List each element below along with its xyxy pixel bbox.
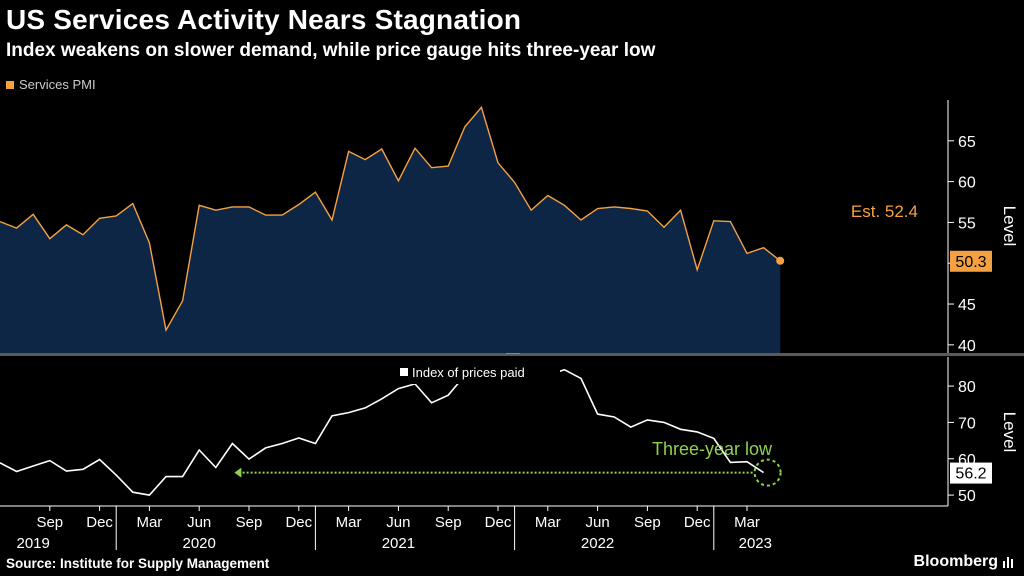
pmi-y-tick-label: 60	[958, 175, 976, 192]
prices-y-axis-label: Level	[1000, 412, 1019, 453]
prices-y-tick-label: 80	[958, 379, 976, 396]
x-tick-label: Mar	[136, 514, 162, 531]
pmi-y-tick-label: 40	[958, 338, 976, 355]
pmi-y-tick-label: 65	[958, 134, 976, 151]
prices-y-tick-label: 70	[958, 415, 976, 432]
x-tick-label: Dec	[485, 514, 512, 531]
x-tick-label: Dec	[86, 514, 113, 531]
legend-label-pmi: Services PMI	[19, 77, 96, 92]
three-year-low-label: Three-year low	[652, 439, 773, 459]
pmi-y-tick-label: 50	[958, 256, 976, 273]
pmi-y-tick-label: 45	[958, 297, 976, 314]
x-tick-label: Sep	[634, 514, 661, 531]
x-year-label: 2020	[183, 535, 216, 552]
prices-last-value: 56.2	[955, 466, 986, 483]
panel-separator	[0, 353, 1024, 356]
x-tick-label: Jun	[187, 514, 211, 531]
services-pmi-panel: 40 45 50 55 60 65 Level 50.3 Est. 52.4	[0, 100, 1024, 356]
x-tick-label: Dec	[684, 514, 711, 531]
x-tick-label: Jun	[586, 514, 610, 531]
x-tick-label: Sep	[236, 514, 263, 531]
pmi-y-axis-label: Level	[1000, 206, 1019, 247]
three-year-low-circle	[753, 458, 782, 487]
prices-y-tick-label: 60	[958, 452, 976, 469]
prices-paid-panel: Index of prices paid 50 60 70 80 Level 56.2 Thr…	[0, 357, 1019, 506]
x-year-label: 2022	[581, 535, 614, 552]
pmi-last-badge	[950, 250, 992, 272]
x-tick-label: Sep	[435, 514, 462, 531]
panel-resize-handle	[506, 352, 520, 354]
x-tick-label: Mar	[336, 514, 362, 531]
pmi-estimate-label: Est. 52.4	[851, 202, 918, 221]
brand-label: Bloomberg	[913, 553, 998, 570]
pmi-area	[0, 107, 781, 353]
x-year-label: 2021	[382, 535, 415, 552]
pmi-last-value: 50.3	[955, 254, 986, 271]
chart-subtitle: Index weakens on slower demand, while pr…	[6, 40, 656, 61]
chart-title: US Services Activity Nears Stagnation	[6, 4, 522, 35]
x-tick-label: Mar	[535, 514, 561, 531]
x-tick-label: Dec	[285, 514, 312, 531]
legend-swatch-pmi	[6, 80, 14, 89]
bloomberg-logo: Bloomberg	[914, 553, 1016, 571]
legend-label-prices: Index of prices paid	[412, 365, 525, 380]
x-year-label: 2019	[17, 535, 50, 552]
pmi-last-point	[776, 256, 785, 265]
source-note: Source: Institute for Supply Management	[6, 556, 270, 571]
prices-paid-line	[0, 368, 765, 496]
bloomberg-mark-icon	[1003, 557, 1013, 568]
x-year-label: 2023	[739, 535, 772, 552]
three-year-low-arrowhead	[234, 467, 242, 478]
x-axis: Sep Dec Mar Jun Sep Dec Mar Jun Sep Dec Mar Jun Sep D…	[0, 505, 948, 552]
pmi-y-tick-label: 55	[958, 215, 976, 232]
legend-swatch-prices	[400, 368, 408, 376]
prices-last-badge	[950, 462, 992, 484]
prices-y-tick-label: 50	[958, 488, 976, 505]
prices-legend-bg	[396, 365, 560, 384]
x-tick-label: Jun	[386, 514, 410, 531]
pmi-line	[0, 105, 781, 333]
x-tick-label: Sep	[36, 514, 63, 531]
legend-services-pmi: Services PMI	[6, 77, 96, 92]
x-tick-label: Mar	[734, 514, 760, 531]
